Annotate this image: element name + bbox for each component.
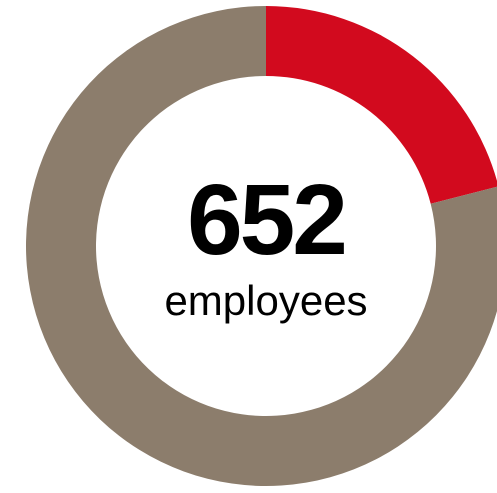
donut-slice-2: [26, 6, 497, 486]
donut-slice-1: [266, 6, 497, 204]
employee-count-label: employees: [164, 277, 368, 324]
employee-count: 652: [187, 164, 348, 276]
